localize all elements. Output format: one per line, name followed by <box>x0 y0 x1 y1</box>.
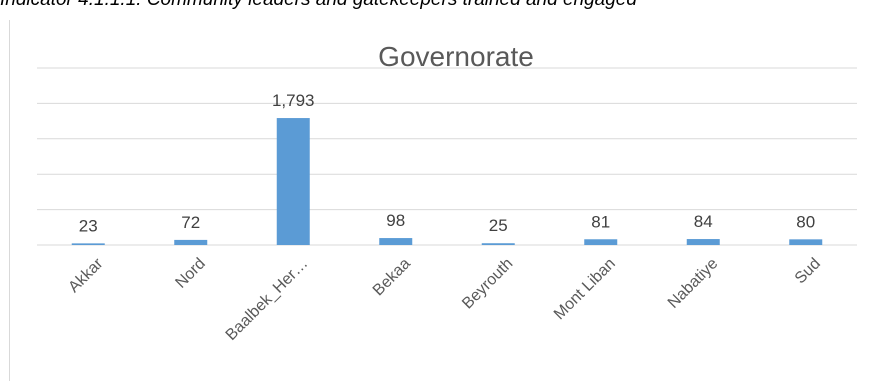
bar-layer <box>71 118 823 245</box>
chart-frame <box>9 20 881 381</box>
x-tick-label: Mont Liban <box>551 255 619 323</box>
x-tick-label: Akkar <box>65 255 106 296</box>
bar <box>174 239 208 245</box>
data-label: 80 <box>796 212 815 231</box>
bar <box>276 118 310 245</box>
data-label: 84 <box>694 212 713 231</box>
x-tick-label: Bekaa <box>370 255 414 299</box>
data-label: 25 <box>489 216 508 235</box>
data-label: 98 <box>386 211 405 230</box>
data-label: 1,793 <box>272 91 315 110</box>
data-label: 81 <box>591 212 610 231</box>
data-label: 72 <box>181 213 200 232</box>
chart-title: Governorate <box>378 41 534 72</box>
x-tick-layer: Akkar Nord Baalbek_Her… Bekaa Beyrouth Mont L… <box>65 255 823 344</box>
bar <box>789 239 823 245</box>
bar <box>686 239 720 245</box>
bar <box>584 239 618 245</box>
bar <box>379 238 413 245</box>
bar <box>481 243 515 245</box>
grid-layer <box>37 67 857 246</box>
x-tick-label: Nord <box>172 255 209 292</box>
bar <box>71 243 105 245</box>
data-label: 23 <box>79 216 98 235</box>
x-tick-label: Sud <box>792 255 824 287</box>
data-label-layer: 23 72 1,793 98 25 81 84 80 <box>79 91 815 235</box>
x-tick-label: Nabatiye <box>665 255 722 312</box>
x-tick-label: Baalbek_Her… <box>223 255 312 344</box>
x-tick-label: Beyrouth <box>459 255 516 312</box>
document-caption: Indicator 4.1.1.1: Community leaders and… <box>0 0 881 14</box>
